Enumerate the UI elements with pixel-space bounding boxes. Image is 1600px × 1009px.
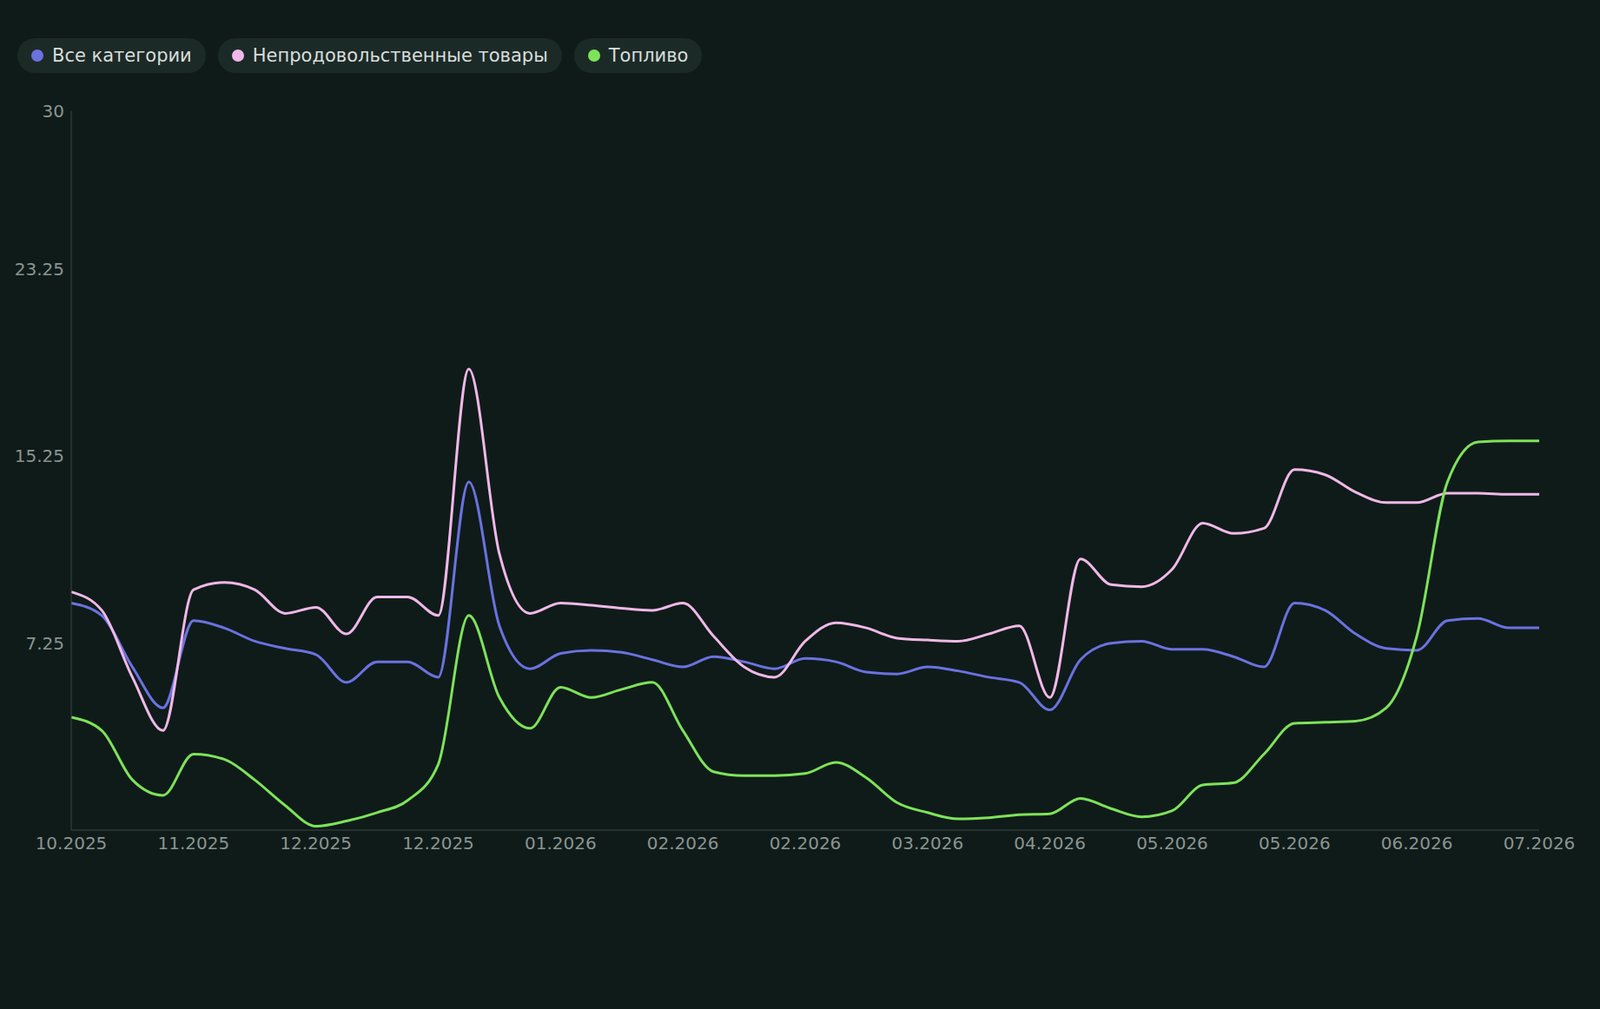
- svg-text:01.2026: 01.2026: [524, 833, 597, 854]
- svg-text:05.2026: 05.2026: [1258, 833, 1331, 854]
- svg-text:05.2026: 05.2026: [1136, 833, 1209, 854]
- svg-text:02.2026: 02.2026: [647, 833, 720, 854]
- svg-text:7.25: 7.25: [25, 633, 65, 655]
- svg-text:02.2026: 02.2026: [769, 833, 842, 854]
- svg-text:30: 30: [42, 100, 65, 122]
- svg-text:12.2025: 12.2025: [279, 833, 352, 854]
- svg-text:23.25: 23.25: [14, 258, 65, 280]
- html-text:Все категории: Все категории: [52, 45, 192, 67]
- svg-text:12.2025: 12.2025: [402, 833, 475, 854]
- svg-text:11.2025: 11.2025: [157, 833, 230, 854]
- svg-text:04.2026: 04.2026: [1013, 833, 1086, 854]
- svg-text:07.2026: 07.2026: [1503, 833, 1576, 854]
- svg-text:10.2025: 10.2025: [35, 833, 108, 854]
- html-text:Непродовольственные товары: Непродовольственные товары: [252, 45, 548, 67]
- svg-text:06.2026: 06.2026: [1381, 833, 1454, 854]
- svg-text:15.25: 15.25: [14, 445, 65, 467]
- svg-text:03.2026: 03.2026: [891, 833, 964, 854]
- html-text:Топливо: Топливо: [608, 45, 689, 67]
